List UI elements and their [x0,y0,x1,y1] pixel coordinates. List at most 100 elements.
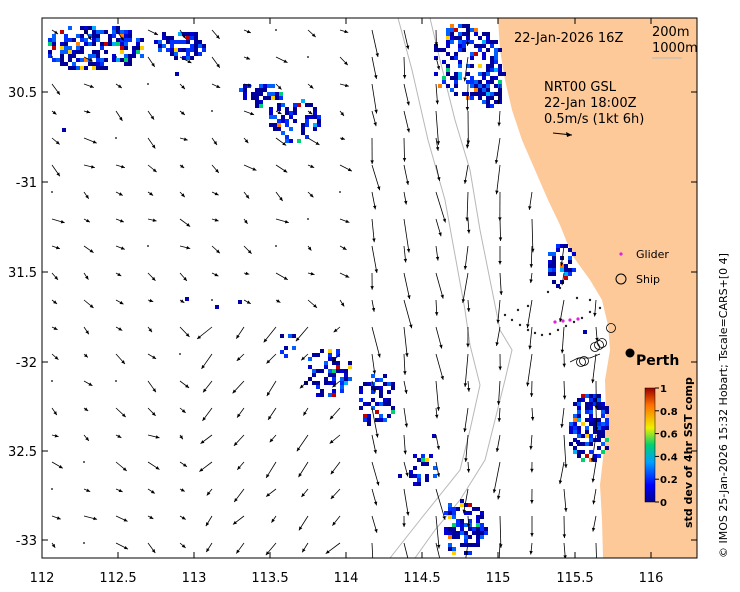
sst-pixel [293,119,297,123]
sst-pixel [480,527,484,531]
sst-pixel [581,422,585,426]
current-vector [51,543,56,548]
current-vector [403,83,410,106]
current-time-label: 22-Jan 18:00Z [544,96,637,111]
sst-pixel [383,402,387,406]
sst-pixel [458,72,462,76]
sst-pixel [486,100,490,104]
sst-pixel [486,64,490,68]
current-vector [55,140,60,145]
ship-track-point [526,328,530,332]
current-vector [277,85,282,90]
colorbar-tick-label: 1 [660,384,667,395]
sst-pixel [185,297,189,301]
sst-pixel [312,369,316,373]
ship-track-point [533,331,537,335]
sst-pixel [450,24,454,28]
sst-pixel [116,38,120,42]
current-vector [435,488,446,520]
current-vector [214,273,219,277]
current-vector [406,248,411,253]
sst-pixel [593,398,597,402]
current-vector [151,549,156,553]
current-vector [147,245,149,247]
glider-track-point [568,318,572,322]
sst-pixel [379,402,383,406]
sst-pixel [285,111,289,115]
sst-pixel [552,260,556,264]
sst-pixel [289,111,293,115]
sst-pixel [190,36,194,40]
sst-pixel [494,92,498,96]
current-vector [329,415,334,420]
sst-pixel [120,30,124,34]
sst-pixel [573,446,577,450]
sst-pixel [417,478,421,482]
sst-pixel [597,438,601,442]
current-vector [89,249,94,253]
sst-pixel [332,361,336,365]
current-vector [462,509,466,514]
sst-pixel [476,535,480,539]
current-scale-label: 0.5m/s (1kt 6h) [544,112,644,127]
current-vector [307,56,309,58]
sst-pixel [124,38,128,42]
sst-pixel [313,127,317,131]
sst-pixel [332,381,336,385]
sst-pixel [383,374,387,378]
sst-pixel [601,422,605,426]
current-vector [150,490,155,494]
sst-pixel [464,551,468,555]
sst-pixel [460,543,464,547]
sst-pixel [458,64,462,68]
sst-pixel [597,426,601,430]
sst-pixel [474,80,478,84]
current-vector [339,191,341,193]
sst-pixel [498,64,502,68]
sst-pixel [289,127,293,131]
current-vector [594,427,599,431]
ship-track-point [518,323,522,327]
sst-pixel [170,52,174,56]
sst-pixel [548,272,552,276]
sst-pixel [128,54,132,58]
sst-pixel [482,52,486,56]
sst-pixel [136,42,140,46]
sst-pixel [136,50,140,54]
sst-pixel [170,48,174,52]
current-vector [246,29,251,34]
sst-pixel [605,422,609,426]
current-vector [179,435,183,440]
current-vector [151,276,156,281]
sst-pixel [285,135,289,139]
sst-pixel [340,381,344,385]
sst-pixel [259,88,263,92]
sst-pixel [468,543,472,547]
current-vector [154,31,159,35]
sst-pixel [324,365,328,369]
sst-pixel [293,111,297,115]
sst-pixel [470,96,474,100]
sst-pixel [585,394,589,398]
sst-pixel [490,68,494,72]
sst-pixel [490,64,494,68]
current-vector [376,481,380,486]
current-vector [498,542,501,558]
sst-pixel [585,454,589,458]
sst-pixel [340,369,344,373]
sst-pixel [162,44,166,48]
sst-pixel [398,474,402,478]
ship-position-icon [597,338,607,348]
sst-pixel [56,58,60,62]
current-vector [186,223,191,227]
sst-pixel [186,32,190,36]
current-vector [149,515,154,519]
current-vector [463,428,467,433]
sst-pixel [96,66,100,70]
sst-pixel [486,84,490,88]
sst-pixel [112,26,116,30]
sst-pixel [269,107,273,111]
sst-pixel [112,54,116,58]
sst-pixel [573,402,577,406]
sst-pixel [359,390,363,394]
